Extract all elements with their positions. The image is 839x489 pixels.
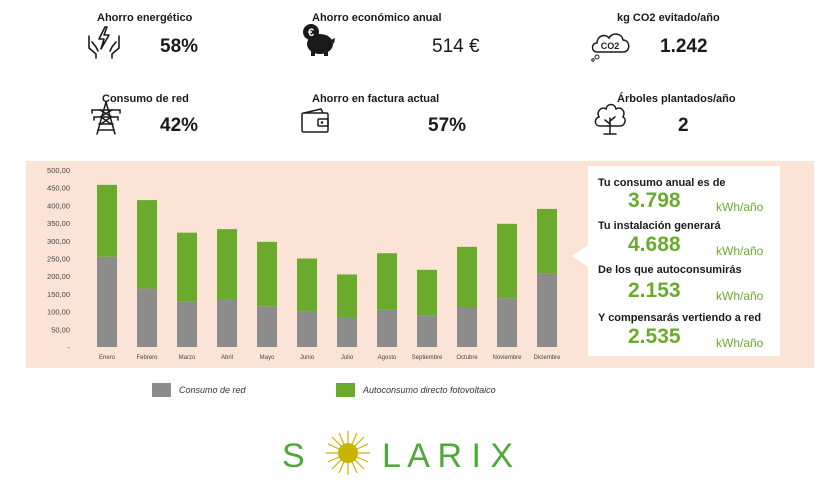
x-tick-label: Octubre bbox=[456, 355, 478, 361]
hands-energy-icon bbox=[88, 26, 120, 59]
x-tick-label: Abril bbox=[221, 355, 233, 361]
kpi-value: 42% bbox=[160, 115, 199, 136]
bar-autoconsumo bbox=[417, 269, 437, 316]
kpi-label: kg CO2 evitado/año bbox=[617, 12, 720, 24]
bar-consumo-red bbox=[377, 309, 397, 347]
y-tick-label: 150,00 bbox=[47, 290, 70, 299]
kpi-value: 2 bbox=[678, 115, 689, 136]
summary-autoconsumo-unit: kWh/año bbox=[716, 289, 764, 303]
kpi-label: Ahorro energético bbox=[97, 12, 193, 24]
bar-consumo-red bbox=[97, 256, 117, 347]
bar-consumo-red bbox=[297, 311, 317, 347]
legend-swatch-green bbox=[336, 383, 355, 397]
summary-generacion-unit: kWh/año bbox=[716, 244, 764, 258]
kpi-label: Ahorro en factura actual bbox=[312, 93, 440, 105]
bar-consumo-red bbox=[457, 306, 477, 347]
summary-box: Tu consumo anual es de 3.798 kWh/año Tu … bbox=[588, 166, 780, 356]
kpi-value: 514 € bbox=[432, 36, 480, 57]
logo-letters-larix: L A R I X bbox=[382, 437, 513, 475]
y-tick-label: 350,00 bbox=[47, 219, 70, 228]
bar-consumo-red bbox=[177, 301, 197, 347]
wallet-icon bbox=[301, 108, 329, 133]
legend-label: Autoconsumo directo fotovoltaico bbox=[363, 385, 496, 395]
kpi-label: Árboles plantados/año bbox=[617, 93, 736, 105]
bar-autoconsumo bbox=[457, 246, 477, 307]
bar-consumo-red bbox=[537, 273, 557, 347]
bar-autoconsumo bbox=[177, 232, 197, 302]
y-tick-label: 300,00 bbox=[47, 237, 70, 246]
bar-autoconsumo bbox=[297, 258, 317, 312]
y-tick-label: 50,00 bbox=[51, 325, 70, 334]
power-tower-icon bbox=[91, 101, 121, 135]
legend-swatch-grey bbox=[152, 383, 171, 397]
bar-consumo-red bbox=[497, 298, 517, 347]
summary-compensacion-value: 2.535 bbox=[628, 325, 681, 348]
bar-consumo-red bbox=[337, 317, 357, 347]
kpi-label: Consumo de red bbox=[102, 93, 189, 105]
legend-label: Consumo de red bbox=[179, 385, 246, 395]
piggy-bank-euro-icon: € bbox=[303, 24, 335, 56]
summary-autoconsumo-label: De los que autoconsumirás bbox=[598, 264, 742, 276]
x-tick-label: Noviembre bbox=[492, 355, 522, 361]
co2-cloud-icon: CO2 bbox=[591, 33, 630, 62]
bar-autoconsumo bbox=[257, 241, 277, 307]
kpi-value: 57% bbox=[428, 115, 467, 136]
summary-compensacion-label: Y compensarás vertiendo a red bbox=[598, 312, 762, 324]
summary-consumo-value: 3.798 bbox=[628, 189, 681, 212]
x-tick-label: Septiembre bbox=[412, 355, 443, 361]
x-tick-label: Agosto bbox=[378, 355, 397, 361]
x-tick-label: Junio bbox=[300, 355, 315, 361]
solarix-logo: S L A R I X bbox=[282, 431, 513, 475]
legend-item-consumo-red: Consumo de red bbox=[152, 382, 246, 398]
tree-icon bbox=[594, 103, 626, 135]
bar-autoconsumo bbox=[497, 223, 517, 299]
bar-autoconsumo bbox=[337, 274, 357, 318]
bar-autoconsumo bbox=[217, 229, 237, 300]
x-tick-label: Diciembre bbox=[533, 355, 561, 361]
monthly-consumption-chart: 500,00 450,00 400,00 350,00 300,00 250,00 200,… bbox=[47, 166, 561, 361]
x-tick-label: Marzo bbox=[179, 355, 196, 361]
y-tick-label: 200,00 bbox=[47, 272, 70, 281]
summary-consumo-unit: kWh/año bbox=[716, 200, 764, 214]
bar-autoconsumo bbox=[137, 200, 157, 289]
y-tick-label: 250,00 bbox=[47, 255, 70, 264]
summary-compensacion-unit: kWh/año bbox=[716, 336, 764, 350]
kpi-label: Ahorro económico anual bbox=[312, 12, 442, 24]
x-tick-label: Mayo bbox=[260, 355, 275, 361]
bar-autoconsumo bbox=[97, 184, 117, 257]
y-tick-label: 100,00 bbox=[47, 308, 70, 317]
kpi-value: 1.242 bbox=[660, 36, 708, 57]
logo-letter-s: S bbox=[282, 437, 307, 475]
legend-item-autoconsumo: Autoconsumo directo fotovoltaico bbox=[336, 382, 496, 398]
sun-icon bbox=[326, 431, 370, 475]
summary-autoconsumo-value: 2.153 bbox=[628, 279, 681, 302]
bar-autoconsumo bbox=[537, 208, 557, 274]
x-tick-label: Julio bbox=[341, 355, 354, 361]
x-tick-label: Febrero bbox=[136, 355, 158, 361]
y-tick-label: 450,00 bbox=[47, 184, 70, 193]
kpi-value: 58% bbox=[160, 36, 199, 57]
bar-consumo-red bbox=[417, 315, 437, 347]
svg-text:€: € bbox=[308, 27, 314, 39]
bar-consumo-red bbox=[257, 306, 277, 347]
y-tick-label: 400,00 bbox=[47, 201, 70, 210]
x-tick-label: Enero bbox=[99, 355, 116, 361]
y-tick-label: - bbox=[68, 343, 71, 352]
bar-consumo-red bbox=[137, 288, 157, 347]
co2-icon-text: CO2 bbox=[601, 41, 620, 51]
summary-generacion-value: 4.688 bbox=[628, 233, 681, 256]
summary-consumo-label: Tu consumo anual es de bbox=[598, 177, 726, 189]
info-box-pointer bbox=[572, 245, 589, 267]
bar-autoconsumo bbox=[377, 253, 397, 310]
y-tick-label: 500,00 bbox=[47, 166, 70, 175]
bar-consumo-red bbox=[217, 299, 237, 347]
summary-generacion-label: Tu instalación generará bbox=[598, 220, 721, 232]
